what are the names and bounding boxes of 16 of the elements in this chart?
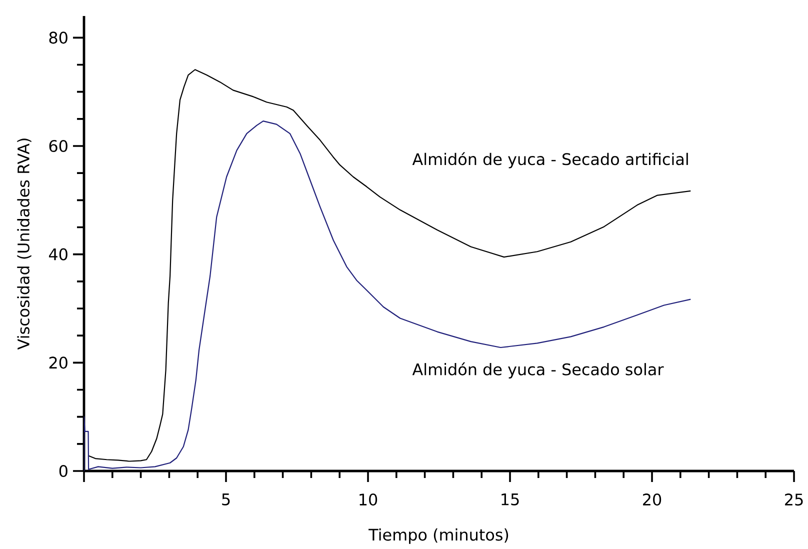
x-tick-label: 25 <box>785 494 803 506</box>
y-tick-label: 0 <box>59 464 68 478</box>
series-label: Almidón de yuca - Secado solar <box>412 362 664 378</box>
x-axis-title: Tiempo (minutos) <box>368 528 508 544</box>
series-label: Almidón de yuca - Secado artificial <box>412 152 688 168</box>
y-axis-title: Viscosidad (Unidades RVA) <box>17 138 32 350</box>
x-tick-label: 5 <box>222 494 230 506</box>
x-tick-label: 10 <box>360 494 378 506</box>
line-series <box>88 69 692 462</box>
y-tick-label: 40 <box>48 248 68 260</box>
x-tick-label: 20 <box>643 494 662 506</box>
y-tick-label: 80 <box>49 32 68 44</box>
y-tick-label: 60 <box>49 140 68 152</box>
x-tick-label: 15 <box>502 494 519 506</box>
y-tick-label: 20 <box>49 356 68 369</box>
line-series <box>84 120 692 471</box>
